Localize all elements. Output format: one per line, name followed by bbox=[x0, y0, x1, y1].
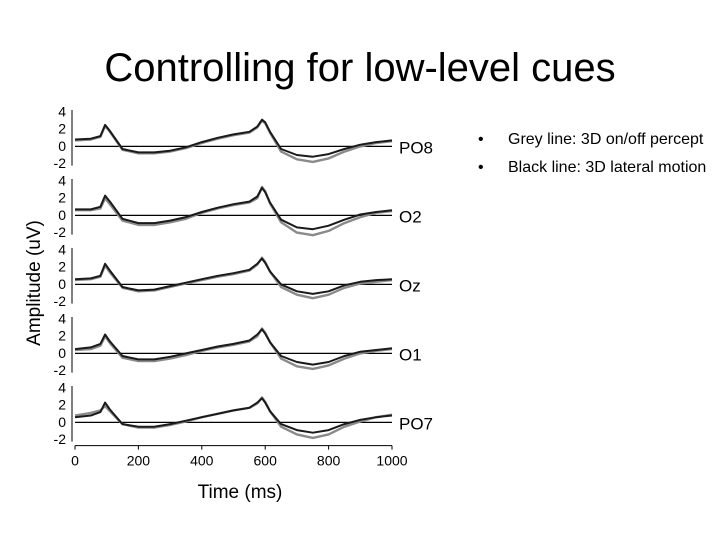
y-tick-label: 4 bbox=[58, 242, 66, 258]
panel-o1: 420-2 O1 bbox=[54, 311, 422, 379]
channel-label: PO8 bbox=[399, 138, 433, 157]
series-grey-line bbox=[74, 327, 393, 371]
y-tick-label: 2 bbox=[58, 259, 66, 275]
y-tick-label: -2 bbox=[54, 362, 67, 378]
x-tick-label: 200 bbox=[127, 453, 151, 469]
panel-o2: 420-2 O2 bbox=[54, 173, 422, 241]
series-black-line bbox=[74, 397, 393, 434]
series-black-line bbox=[75, 186, 393, 231]
x-axis: 0 200 400 600 800 1000 bbox=[71, 445, 408, 469]
x-axis-label: Time (ms) bbox=[198, 482, 283, 503]
bullet-item-grey: • Grey line: 3D on/off percept bbox=[478, 130, 708, 150]
y-tick-label: 2 bbox=[58, 328, 66, 344]
bullet-item-black: • Black line: 3D lateral motion bbox=[478, 158, 708, 178]
x-tick-label: 600 bbox=[254, 453, 278, 469]
channel-label: O2 bbox=[399, 207, 422, 226]
channel-label: Oz bbox=[399, 276, 421, 295]
series-grey-line bbox=[74, 396, 393, 440]
bullet-text: Black line: 3D lateral motion bbox=[508, 159, 707, 176]
series-black-line bbox=[74, 118, 393, 158]
series-grey-line bbox=[74, 256, 393, 300]
y-tick-label: 2 bbox=[58, 190, 66, 206]
y-tick-label: -2 bbox=[54, 224, 67, 240]
x-tick-label: 0 bbox=[71, 453, 79, 469]
erp-chart: Amplitude (uV) Time (ms) 420-2PO8420-2O2… bbox=[24, 104, 433, 504]
x-tick-label: 800 bbox=[317, 453, 341, 469]
y-tick-label: 4 bbox=[58, 311, 66, 327]
x-tick-label: 400 bbox=[190, 453, 214, 469]
panel-po7: 420-2 PO7 bbox=[54, 380, 433, 448]
series-grey-line bbox=[74, 119, 393, 164]
panel-oz: 420-2 Oz bbox=[54, 242, 421, 310]
x-tick-label: 1000 bbox=[376, 453, 407, 469]
y-tick-label: -2 bbox=[54, 293, 67, 309]
y-tick-label: 4 bbox=[58, 104, 66, 120]
bullet-marker: • bbox=[478, 131, 484, 148]
slide-title: Controlling for low-level cues bbox=[104, 46, 616, 90]
y-tick-label: -2 bbox=[54, 431, 67, 447]
channel-label: PO7 bbox=[399, 414, 433, 433]
y-axis-label: Amplitude (uV) bbox=[24, 220, 45, 346]
y-tick-label: 0 bbox=[58, 138, 66, 154]
series-grey-line bbox=[75, 185, 393, 237]
y-tick-label: 4 bbox=[58, 173, 66, 189]
bullet-text: Grey line: 3D on/off percept bbox=[508, 131, 704, 148]
channel-label: O1 bbox=[399, 345, 422, 364]
legend-bullets: • Grey line: 3D on/off percept • Black l… bbox=[478, 130, 708, 186]
bullet-marker: • bbox=[478, 159, 484, 176]
series-black-line bbox=[74, 328, 393, 366]
y-tick-label: 4 bbox=[58, 380, 66, 396]
y-tick-label: 0 bbox=[58, 345, 66, 361]
y-tick-label: 0 bbox=[58, 276, 66, 292]
panel-po8: 420-2 PO8 bbox=[54, 104, 433, 172]
y-tick-label: -2 bbox=[54, 155, 67, 171]
series-black-line bbox=[74, 257, 393, 295]
y-tick-label: 2 bbox=[58, 121, 66, 137]
y-tick-label: 0 bbox=[58, 414, 66, 430]
y-tick-label: 2 bbox=[58, 397, 66, 413]
y-tick-label: 0 bbox=[58, 207, 66, 223]
